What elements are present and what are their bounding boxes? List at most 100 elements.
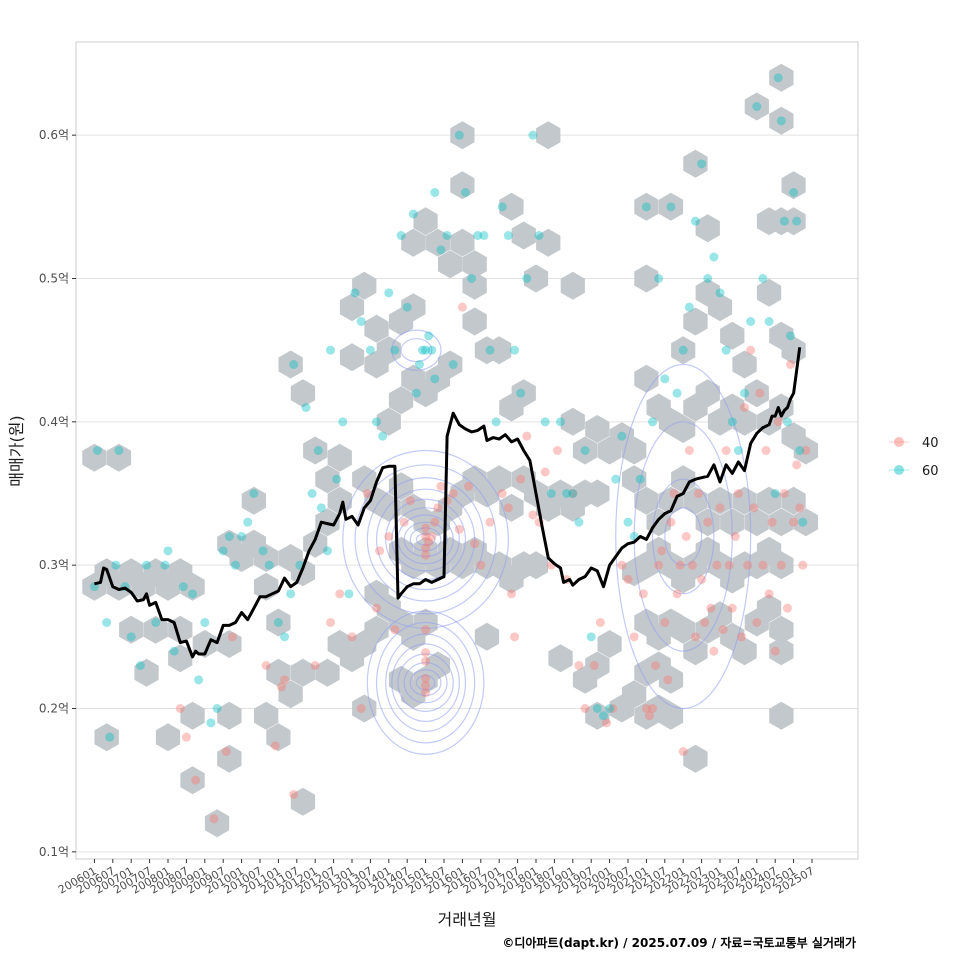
data-point-60 — [752, 102, 762, 111]
data-point-60 — [580, 446, 590, 455]
hexbin-cell — [278, 350, 303, 379]
data-point-60 — [690, 216, 700, 226]
data-point-40 — [276, 682, 286, 692]
hexbin-cell — [523, 264, 549, 293]
data-point-40 — [497, 489, 507, 498]
data-point-60 — [568, 489, 578, 498]
hexbin-cell — [82, 443, 107, 472]
y-tick-label: 0.5억 — [39, 272, 69, 286]
data-point-40 — [326, 618, 336, 627]
data-point-40 — [289, 790, 299, 799]
hexbin-cell — [536, 121, 561, 150]
data-point-60 — [556, 417, 566, 427]
y-tick-label: 0.1억 — [39, 845, 69, 859]
data-point-40 — [727, 603, 737, 613]
y-tick-label: 0.4억 — [39, 415, 69, 429]
data-point-60 — [660, 374, 670, 384]
data-point-40 — [421, 625, 431, 635]
x-axis-ticks: 2006012006072007012007072008012008072009… — [56, 859, 817, 897]
hexbin-cell — [781, 207, 806, 236]
data-point-60 — [273, 618, 283, 627]
data-point-60 — [740, 388, 750, 398]
y-axis-title: 매매가(원) — [7, 415, 26, 486]
data-point-60 — [672, 388, 682, 398]
data-point-40 — [773, 417, 783, 427]
data-point-40 — [476, 560, 486, 570]
data-point-60 — [365, 345, 375, 355]
source-caption: ©디아파트(dapt.kr) / 2025.07.09 / 자료=국토교통부 실… — [502, 935, 856, 950]
data-point-40 — [464, 481, 474, 491]
hexbin-cell — [769, 551, 794, 580]
hexbin-cell — [487, 336, 512, 365]
data-point-60 — [721, 345, 731, 355]
data-point-60 — [424, 331, 434, 341]
hexbin-cell — [217, 701, 242, 730]
data-point-40 — [651, 661, 661, 670]
data-point-60 — [562, 489, 572, 498]
density-contour — [400, 338, 433, 363]
hexbin-cell — [671, 615, 696, 644]
data-point-60 — [258, 546, 268, 556]
hexbin-cell — [671, 415, 696, 443]
data-point-40 — [654, 560, 664, 570]
data-point-40 — [660, 618, 670, 627]
data-point-60 — [414, 360, 424, 369]
data-point-40 — [175, 704, 185, 713]
data-point-60 — [326, 345, 336, 355]
data-point-40 — [730, 532, 740, 541]
data-point-40 — [568, 489, 578, 498]
hexbin-cell — [634, 364, 659, 393]
data-point-60 — [332, 474, 342, 484]
data-point-60 — [623, 517, 633, 527]
data-point-40 — [181, 732, 191, 742]
legend-key-60-dot — [894, 465, 904, 475]
density-contour — [633, 421, 733, 652]
data-point-60 — [289, 360, 299, 369]
data-point-40 — [724, 560, 734, 570]
data-point-40 — [675, 560, 685, 570]
data-point-40 — [436, 481, 446, 491]
hexbin-cell — [560, 407, 585, 436]
hexbin-cell — [339, 293, 365, 322]
hexbin-cell — [180, 572, 205, 601]
data-point-60 — [592, 704, 602, 713]
hexbin-cell — [180, 766, 205, 795]
data-point-40 — [470, 539, 480, 549]
data-point-40 — [795, 503, 805, 513]
data-point-40 — [362, 489, 372, 498]
data-point-60 — [436, 245, 446, 255]
legend-item-60: 60 — [889, 464, 939, 479]
data-point-40 — [347, 632, 357, 642]
hexbin-cell — [585, 415, 610, 443]
data-point-40 — [792, 460, 802, 470]
density-contour — [403, 521, 448, 558]
trend-line — [94, 347, 802, 659]
hexbin-cell — [376, 336, 401, 365]
hexbin-cell — [536, 228, 561, 257]
data-point-40 — [608, 704, 618, 713]
data-point-60 — [237, 532, 247, 541]
hexbin-cell — [658, 665, 684, 694]
hexbin-cell — [634, 486, 659, 515]
hexbin-cell — [769, 701, 794, 730]
hexbin-cell — [585, 701, 610, 730]
hexbin-cell — [793, 508, 818, 537]
data-point-40 — [712, 560, 722, 570]
data-point-60 — [411, 388, 421, 398]
data-point-40 — [356, 704, 366, 713]
data-point-40 — [721, 446, 731, 455]
hexbin-cell — [695, 214, 720, 243]
data-point-40 — [782, 603, 792, 613]
hexbin-cell — [388, 386, 414, 415]
data-point-60 — [635, 474, 645, 484]
x-axis-title: 거래년월 — [438, 910, 497, 929]
hexbin-cell — [781, 171, 806, 200]
data-point-60 — [605, 704, 615, 713]
data-point-60 — [733, 446, 743, 455]
data-point-60 — [402, 302, 412, 312]
data-point-40 — [540, 467, 550, 477]
data-point-40 — [648, 704, 658, 713]
data-point-60 — [396, 231, 406, 240]
data-point-40 — [755, 388, 765, 398]
